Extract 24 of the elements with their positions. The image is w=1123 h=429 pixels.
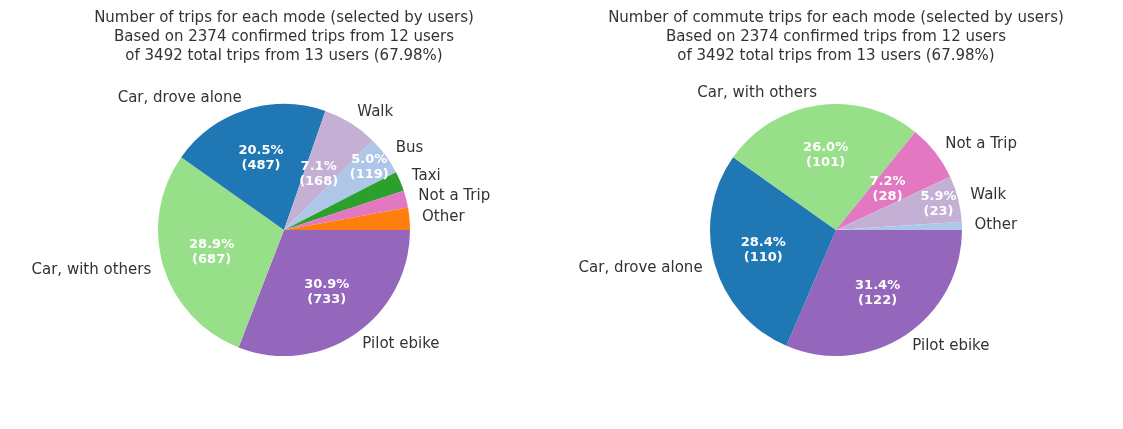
slice-label: Other [422, 207, 466, 226]
slice-label: Pilot ebike [912, 335, 990, 354]
slice-label: Not a Trip [945, 134, 1017, 153]
data-label: 20.5% (487) [238, 141, 284, 172]
data-label: 28.9% (687) [189, 235, 235, 266]
slice-label: Bus [395, 137, 424, 156]
data-label: 26.0% (101) [803, 138, 849, 169]
slice-label: Other [974, 215, 1018, 234]
slice-label: Not a Trip [418, 185, 491, 204]
slice-label: Pilot ebike [362, 334, 440, 353]
slice-label: Taxi [410, 166, 441, 185]
slice-label: Car, with others [31, 259, 152, 278]
data-label: 31.4% (122) [855, 276, 901, 307]
chart-title: Number of commute trips for each mode (selected by users) Based on 2374 confirmed trips from 12 users of 3492 total trips from 13 users (67.98%) [607, 8, 1065, 65]
data-label: 30.9% (733) [304, 276, 350, 307]
data-label: 5.0% (119) [349, 151, 389, 182]
chart-title: Number of trips for each mode (selected by users) Based on 2374 confirmed trips from 12 users of 3492 total trips from 13 users (67.98%) [93, 8, 475, 65]
slice-label: Walk [357, 102, 394, 121]
data-label: 5.9% (23) [920, 187, 957, 218]
slice-label: Car, drove alone [578, 257, 703, 276]
slice-label: Walk [970, 185, 1007, 204]
slice-label: Car, with others [697, 82, 818, 101]
data-label: 28.4% (110) [740, 234, 786, 265]
slice-label: Car, drove alone [117, 87, 242, 106]
